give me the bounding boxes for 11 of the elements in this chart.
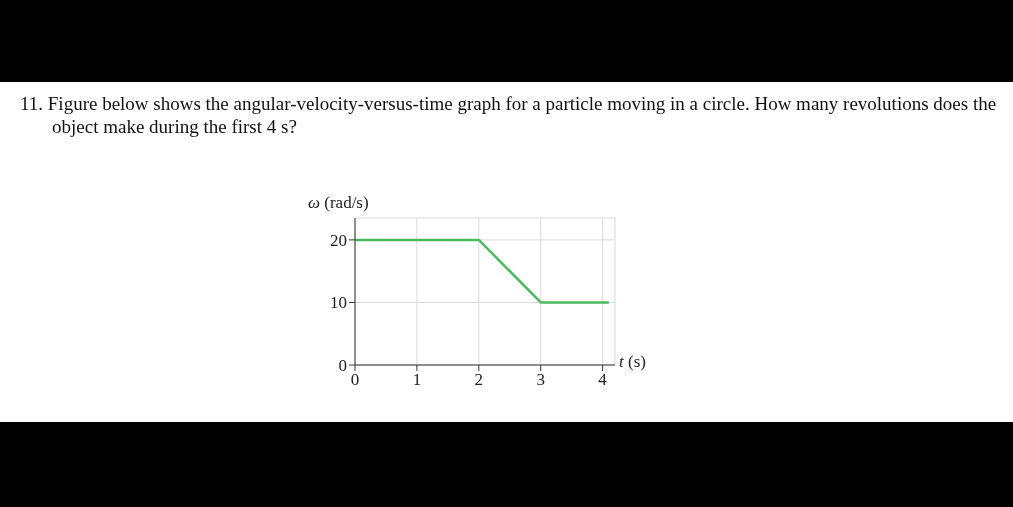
x-tick-label: 3 [536, 370, 545, 390]
y-tick-label: 0 [338, 356, 347, 376]
y-tick-label: 10 [330, 293, 347, 313]
x-tick-label: 0 [350, 370, 360, 390]
y-tick-label: 20 [330, 230, 347, 250]
x-tick-label: 4 [598, 370, 608, 390]
y-axis-title: ω (rad/s) [308, 193, 369, 213]
x-axis-title: t (s) [619, 352, 646, 372]
chart-title: 11. Figure below shows the angular-velocity-versus-time graph for a particle moving in a circle. How many revolutions does the object make during the first 4 s? [20, 92, 998, 138]
x-tick-label: 1 [412, 370, 422, 390]
x-tick-label: 2 [474, 370, 484, 390]
